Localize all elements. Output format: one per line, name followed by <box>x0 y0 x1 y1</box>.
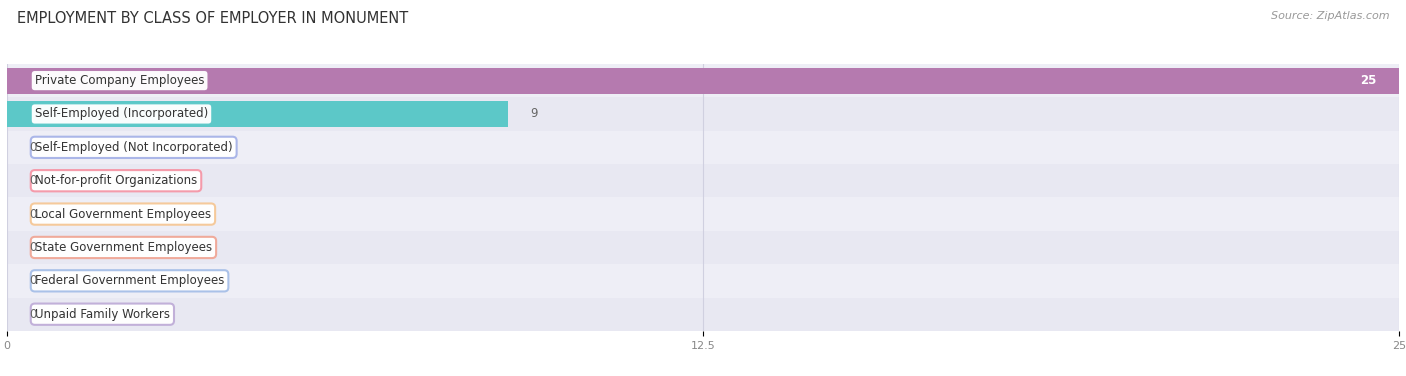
Text: 25: 25 <box>1361 74 1376 87</box>
Text: 0: 0 <box>30 141 37 154</box>
Bar <box>7 97 1399 131</box>
Bar <box>7 64 1399 97</box>
Bar <box>7 297 1399 331</box>
Bar <box>7 101 508 127</box>
Text: 0: 0 <box>30 208 37 221</box>
Text: 0: 0 <box>30 308 37 321</box>
Text: Local Government Employees: Local Government Employees <box>35 208 211 221</box>
Text: Self-Employed (Incorporated): Self-Employed (Incorporated) <box>35 108 208 120</box>
Text: 0: 0 <box>30 274 37 287</box>
Bar <box>7 164 1399 197</box>
Bar <box>7 231 1399 264</box>
Text: Private Company Employees: Private Company Employees <box>35 74 204 87</box>
Text: Unpaid Family Workers: Unpaid Family Workers <box>35 308 170 321</box>
Bar <box>7 264 1399 297</box>
Text: Not-for-profit Organizations: Not-for-profit Organizations <box>35 174 197 187</box>
Text: Source: ZipAtlas.com: Source: ZipAtlas.com <box>1271 11 1389 21</box>
Text: State Government Employees: State Government Employees <box>35 241 212 254</box>
Bar <box>7 68 1399 94</box>
Text: 9: 9 <box>530 108 538 120</box>
Text: Federal Government Employees: Federal Government Employees <box>35 274 224 287</box>
Text: EMPLOYMENT BY CLASS OF EMPLOYER IN MONUMENT: EMPLOYMENT BY CLASS OF EMPLOYER IN MONUM… <box>17 11 408 26</box>
Text: 0: 0 <box>30 241 37 254</box>
Bar <box>7 131 1399 164</box>
Text: 0: 0 <box>30 174 37 187</box>
Bar <box>7 197 1399 231</box>
Text: Self-Employed (Not Incorporated): Self-Employed (Not Incorporated) <box>35 141 232 154</box>
